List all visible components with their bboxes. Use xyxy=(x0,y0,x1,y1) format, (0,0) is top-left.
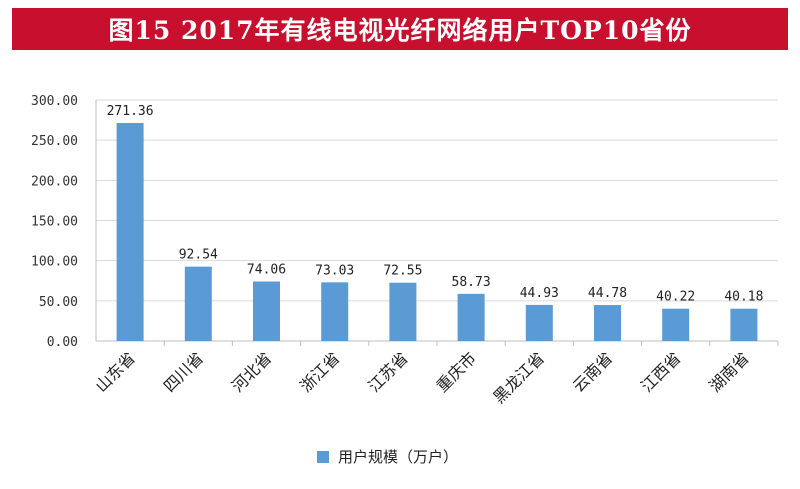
category-label: 江西省 xyxy=(637,348,684,395)
x-axis-categories: 山东省 四川省 河北省 浙江省 江苏省 重庆市 黑龙江省 云南省 江西省 湖南省 xyxy=(92,348,753,407)
y-tick-label: 300.00 xyxy=(31,94,78,109)
data-label: 40.18 xyxy=(724,290,763,305)
bar-10 xyxy=(730,308,758,341)
y-tick-label: 100.00 xyxy=(31,255,78,270)
category-label: 湖南省 xyxy=(705,348,752,395)
data-label: 58.73 xyxy=(452,275,491,290)
y-tick-label: 150.00 xyxy=(31,215,78,230)
category-label: 山东省 xyxy=(92,348,139,395)
y-tick-label: 250.00 xyxy=(31,134,78,149)
y-tick-label: 200.00 xyxy=(31,174,78,189)
data-label: 74.06 xyxy=(247,263,286,278)
bars xyxy=(116,123,758,341)
category-label: 云南省 xyxy=(569,348,616,395)
bar-4 xyxy=(321,282,349,341)
bar-2 xyxy=(184,266,212,341)
chart-title: 图15 2017年有线电视光纤网络用户TOP10省份 xyxy=(108,16,692,45)
data-label: 40.22 xyxy=(656,290,695,305)
category-label: 浙江省 xyxy=(296,348,343,395)
bar-6 xyxy=(457,293,485,341)
data-label: 44.78 xyxy=(588,286,627,301)
y-tick-label: 50.00 xyxy=(39,295,78,310)
legend-label: 用户规模（万户） xyxy=(338,448,458,466)
bar-5 xyxy=(389,282,417,341)
category-label: 黑龙江省 xyxy=(489,348,548,407)
data-label: 72.55 xyxy=(383,264,422,279)
bar-1 xyxy=(116,123,144,341)
bar-3 xyxy=(253,281,280,341)
bar-9 xyxy=(662,308,690,341)
y-axis-ticks: 0.00 50.00 100.00 150.00 200.00 250.00 300.00 xyxy=(31,94,78,350)
data-labels: 271.36 92.54 74.06 73.03 72.55 58.73 44.93 44.7… xyxy=(107,104,764,305)
category-label: 重庆市 xyxy=(433,348,480,395)
data-label: 271.36 xyxy=(107,104,154,119)
category-label: 江苏省 xyxy=(364,348,411,395)
grid-lines xyxy=(95,99,779,346)
data-label: 92.54 xyxy=(179,248,218,263)
category-label: 河北省 xyxy=(228,348,275,395)
legend-swatch xyxy=(317,451,329,463)
legend: 用户规模（万户） xyxy=(317,448,458,466)
category-label: 四川省 xyxy=(160,348,207,395)
data-label: 73.03 xyxy=(315,263,354,278)
bar-7 xyxy=(525,304,553,341)
data-label: 44.93 xyxy=(520,286,559,301)
bar-8 xyxy=(594,305,621,341)
y-tick-label: 0.00 xyxy=(47,335,78,350)
chart-title-bar: 图15 2017年有线电视光纤网络用户TOP10省份 xyxy=(12,8,788,50)
